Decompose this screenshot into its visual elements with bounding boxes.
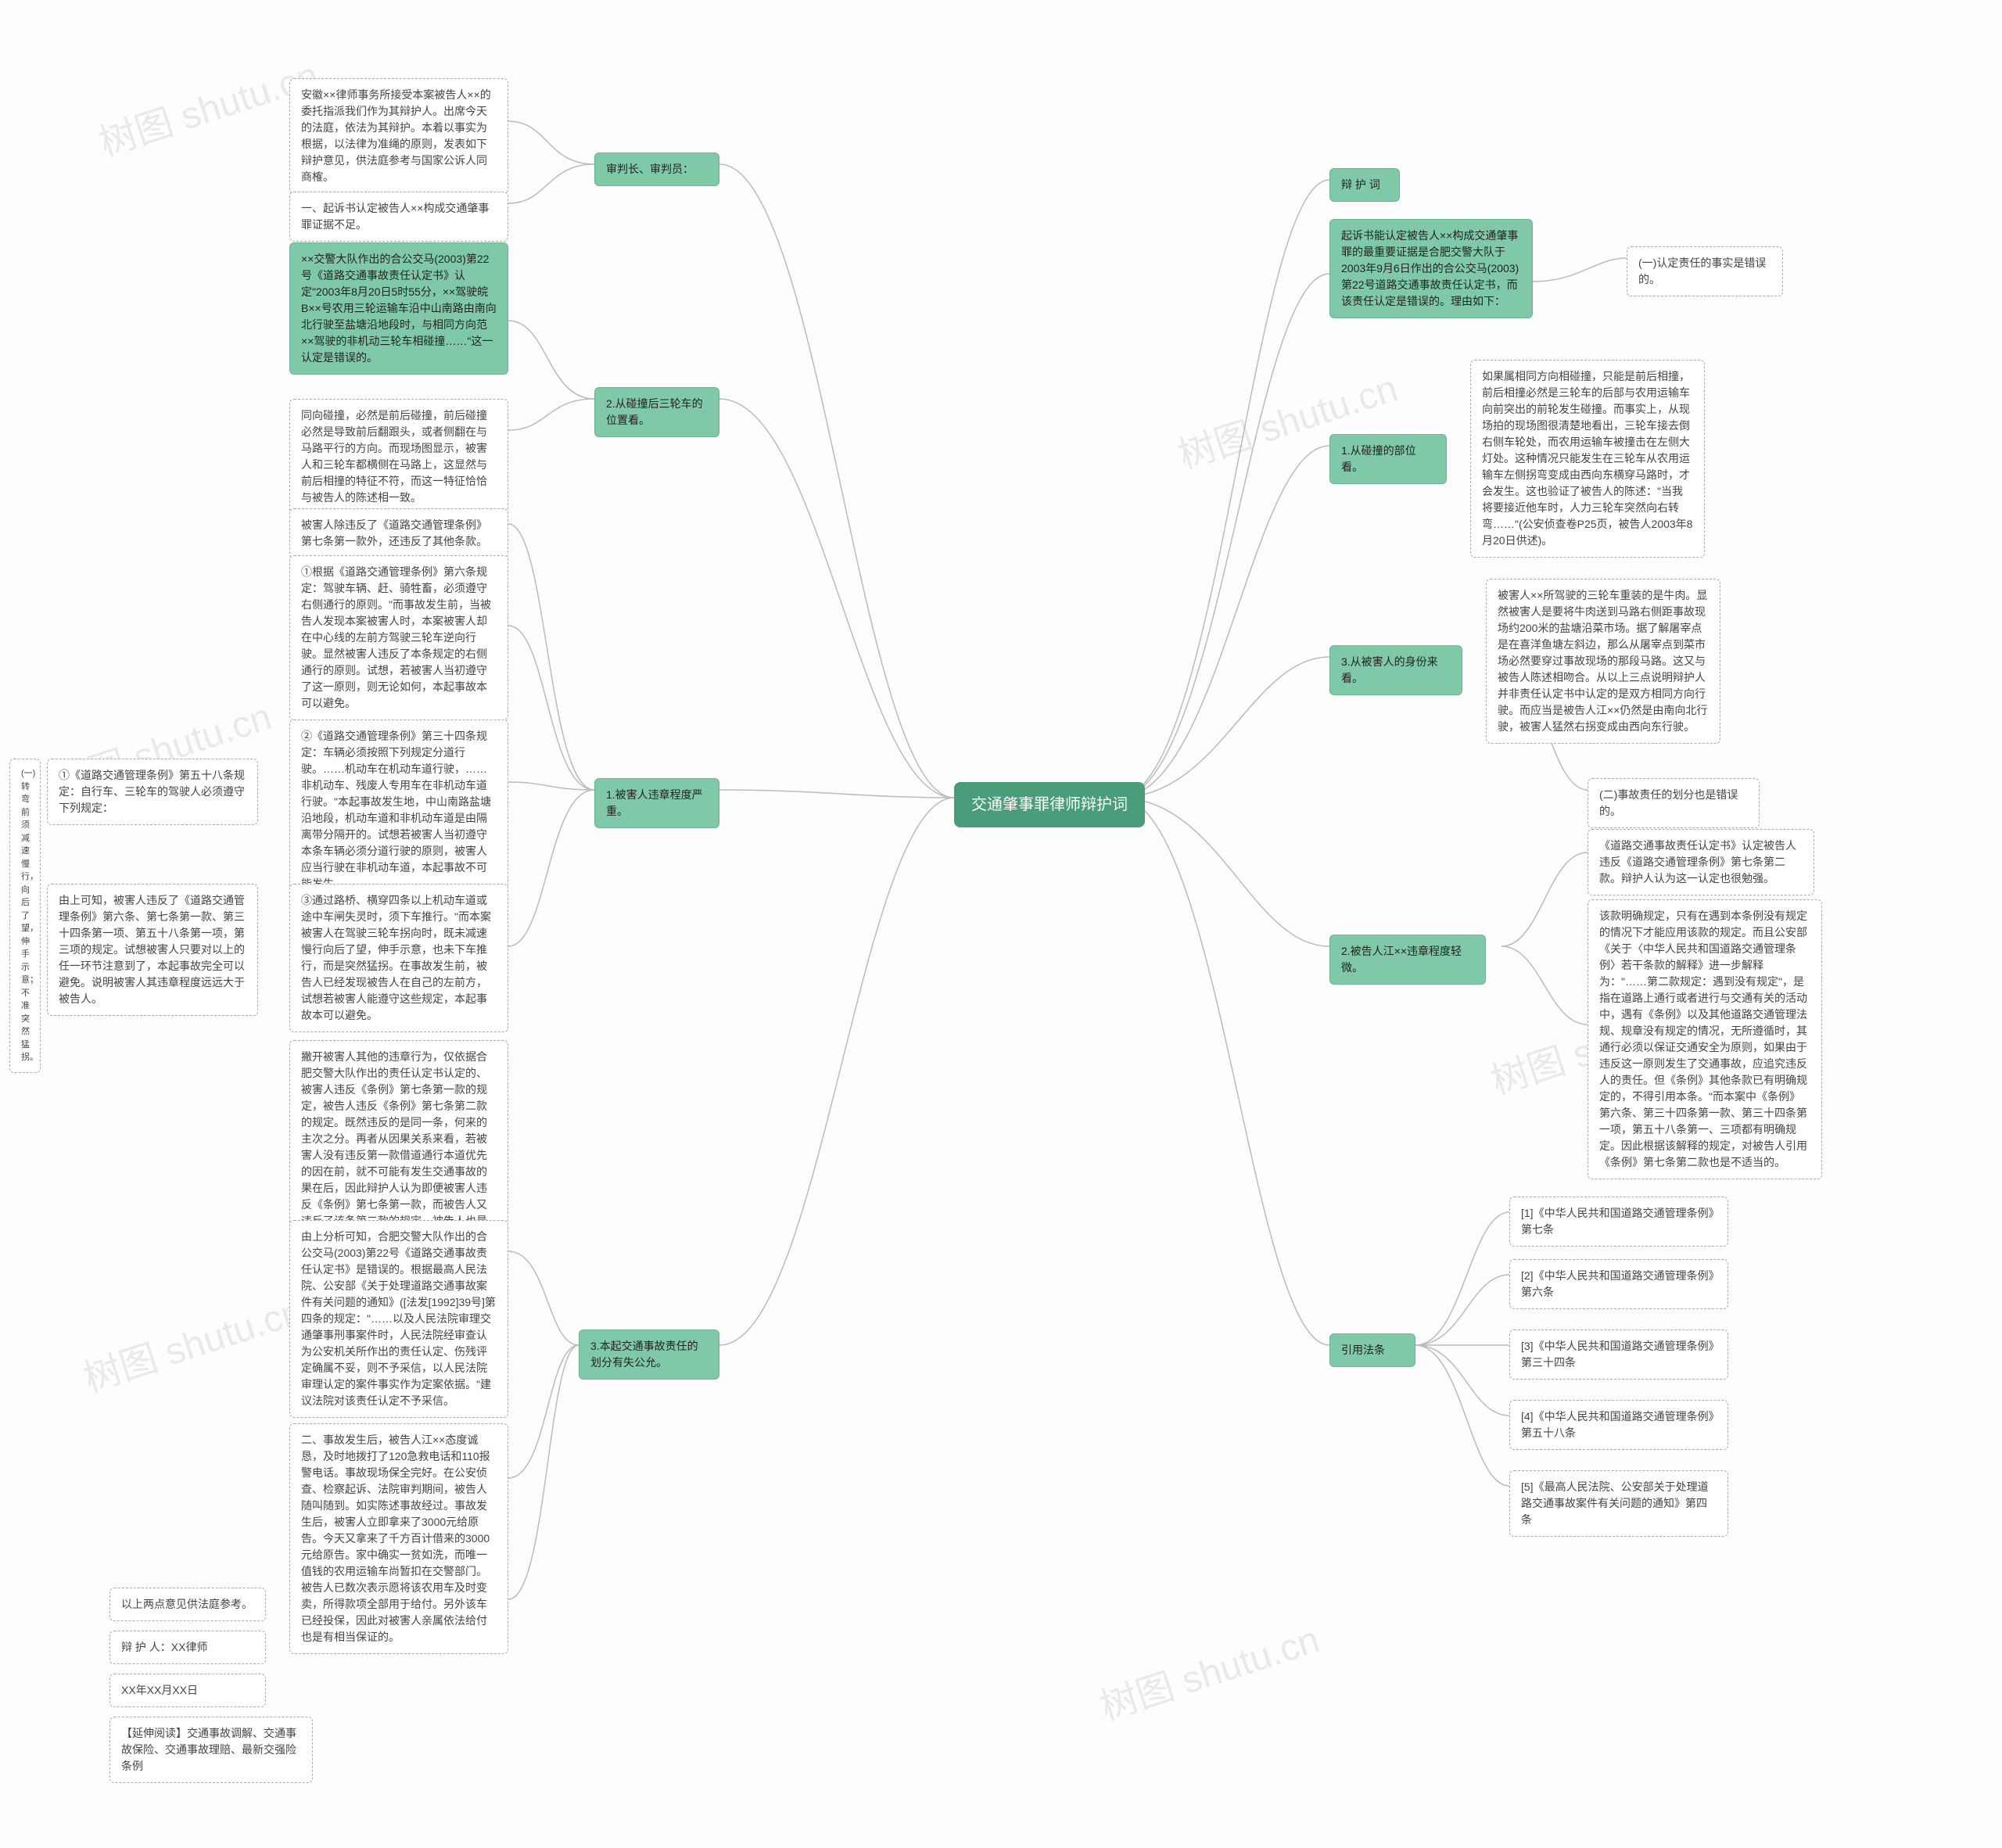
defendant-minor-heading: 2.被告人江××违章程度轻微。 bbox=[1329, 935, 1486, 985]
position-heading: 1.从碰撞的部位看。 bbox=[1329, 434, 1447, 484]
footer-2: 辩 护 人：XX律师 bbox=[109, 1631, 266, 1664]
center-topic: 交通肇事罪律师辩护词 bbox=[954, 782, 1145, 827]
victim-violation-heading: 1.被害人违章程度严重。 bbox=[594, 778, 719, 828]
violation-head: 被害人除违反了《道路交通管理条例》第七条第一款外，还违反了其他条款。 bbox=[289, 508, 508, 558]
liability-heading: 3.本起交通事故责任的划分有失公允。 bbox=[579, 1329, 719, 1380]
watermark: 树图 shutu.cn bbox=[75, 1280, 308, 1402]
judge-note-1: 安徽××律师事务所接受本案被告人××的委托指派我们作为其辩护人。出席今天的法庭，… bbox=[289, 78, 508, 194]
violation-item-3: ③通过路桥、横穿四条以上机动车道或途中车闸失灵时，须下车推行。"而本案被害人在驾… bbox=[289, 884, 508, 1032]
identity-heading: 3.从被害人的身份来看。 bbox=[1329, 645, 1462, 695]
law-3: [3]《中华人民共和国道路交通管理条例》第三十四条 bbox=[1509, 1329, 1728, 1380]
law-5: [5]《最高人民法院、公安部关于处理道路交通事故案件有关问题的通知》第四条 bbox=[1509, 1470, 1728, 1537]
identity-sub: (二)事故责任的划分也是错误的。 bbox=[1588, 778, 1760, 828]
violation-item-2: ②《道路交通管理条例》第三十四条规定：车辆必须按照下列规定分道行驶。……机动车在… bbox=[289, 719, 508, 901]
violation-sub-2: 由上可知，被害人违反了《道路交通管理条例》第六条、第七条第一款、第三十四条第一项… bbox=[47, 884, 258, 1016]
law-1: [1]《中华人民共和国道路交通管理条例》第七条 bbox=[1509, 1197, 1728, 1247]
judge-note-2: 一、起诉书认定被告人××构成交通肇事罪证据不足。 bbox=[289, 192, 508, 242]
judge-heading: 审判长、审判员： bbox=[594, 153, 719, 186]
identity-note: 被害人××所驾驶的三轮车重装的是牛肉。显然被害人是要将牛肉送到马路右侧距事故现场… bbox=[1486, 579, 1720, 744]
position-note: 如果属相同方向相碰撞，只能是前后相撞，前后相撞必然是三轮车的后部与农用运输车向前… bbox=[1470, 360, 1705, 558]
law-2: [2]《中华人民共和国道路交通管理条例》第六条 bbox=[1509, 1259, 1728, 1309]
collision-heading: 2.从碰撞后三轮车的位置看。 bbox=[594, 387, 719, 437]
defendant-minor-item-2: 该款明确规定，只有在遇到本条例没有规定的情况下才能应用该款的规定。而且公安部《关… bbox=[1588, 899, 1822, 1179]
collision-solid-note: ××交警大队作出的合公交马(2003)第22号《道路交通事故责任认定书》认定"2… bbox=[289, 242, 508, 375]
laws-heading: 引用法条 bbox=[1329, 1333, 1415, 1367]
liability-item-2: 二、事故发生后，被告人江××态度诚恳，及时地拨打了120急救电话和110报警电话… bbox=[289, 1423, 508, 1654]
violation-sub-1: ①《道路交通管理条例》第五十八条规定：自行车、三轮车的驾驶人必须遵守下列规定： bbox=[47, 759, 258, 825]
defendant-minor-item-1: 《道路交通事故责任认定书》认定被告人违反《道路交通管理条例》第七条第二款。辩护人… bbox=[1588, 829, 1814, 895]
footer-4: 【延伸阅读】交通事故调解、交通事故保险、交通事故理赔、最新交强险条例 bbox=[109, 1717, 313, 1783]
determination-solid: 起诉书能认定被告人××构成交通肇事罪的最重要证据是合肥交警大队于2003年9月6… bbox=[1329, 219, 1533, 318]
law-4: [4]《中华人民共和国道路交通管理条例》第五十八条 bbox=[1509, 1400, 1728, 1450]
liability-item-1: 由上分析可知，合肥交警大队作出的合公交马(2003)第22号《道路交通事故责任认… bbox=[289, 1220, 508, 1418]
watermark: 树图 shutu.cn bbox=[1092, 1609, 1325, 1731]
determination-right-dash: (一)认定责任的事实是错误的。 bbox=[1627, 246, 1783, 296]
collision-dashed-note: 同向碰撞，必然是前后碰撞，前后碰撞必然是导致前后翻跟头，或者侧翻在与马路平行的方… bbox=[289, 399, 508, 515]
violation-item-1: ①根据《道路交通管理条例》第六条规定：驾驶车辆、赶、骑牲畜，必须遵守右侧通行的原… bbox=[289, 555, 508, 720]
footer-3: XX年XX月XX日 bbox=[109, 1674, 266, 1707]
defense-heading: 辩 护 词 bbox=[1329, 168, 1400, 202]
footer-1: 以上两点意见供法庭参考。 bbox=[109, 1588, 266, 1621]
violation-sub-1a: (一)转弯前须减速慢行，向后了望，伸手示意；不准突然猛拐。 bbox=[9, 759, 41, 1073]
